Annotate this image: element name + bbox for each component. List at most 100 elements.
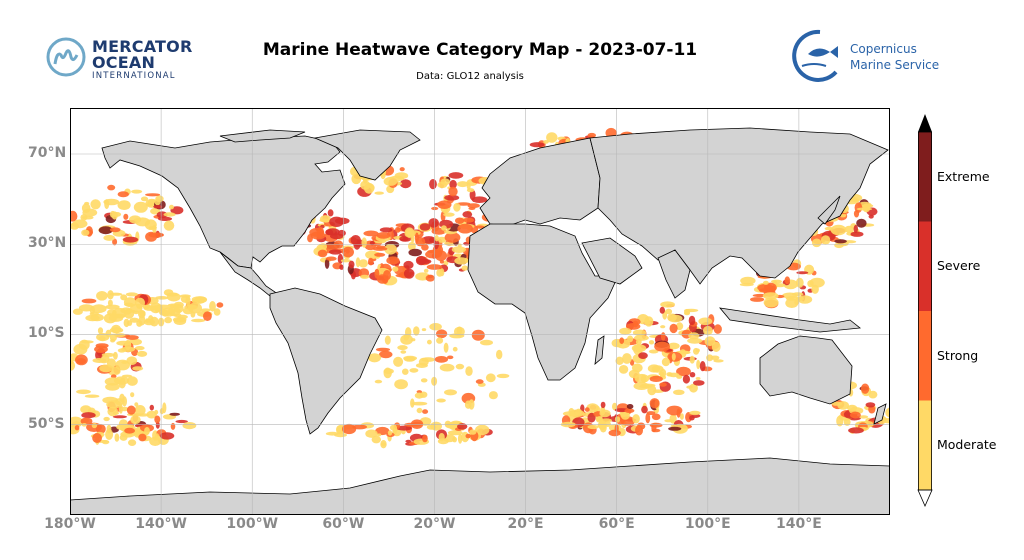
- heatwave-patch: [836, 415, 844, 427]
- heatwave-patch: [333, 240, 344, 249]
- heatwave-patch: [103, 416, 110, 422]
- heatwave-patch: [384, 244, 397, 255]
- heatwave-patch: [689, 410, 701, 416]
- heatwave-patch: [209, 301, 216, 312]
- heatwave-patch: [665, 308, 673, 315]
- heatwave-patch: [135, 346, 145, 351]
- heatwave-patch: [145, 193, 161, 197]
- heatwave-patch: [329, 249, 342, 255]
- land-japan: [817, 195, 841, 225]
- heatwave-patch: [651, 365, 664, 373]
- heatwave-patch: [651, 413, 661, 421]
- heatwave-patch: [163, 220, 175, 231]
- heatwave-patch: [191, 318, 206, 323]
- mercator-emblem-icon: [46, 37, 86, 77]
- heatwave-patch: [447, 355, 454, 360]
- heatwave-patch: [84, 394, 100, 398]
- heatwave-patch: [416, 258, 432, 265]
- heatwave-patch: [612, 402, 618, 411]
- heatwave-patch: [200, 308, 211, 312]
- land-masses: [70, 127, 890, 515]
- colorbar-label: Severe: [937, 258, 981, 274]
- land-arctic-islands: [219, 129, 306, 143]
- heatwave-patch: [431, 376, 438, 386]
- heatwave-patch: [112, 238, 118, 246]
- heatwave-patch: [374, 191, 385, 195]
- heatwave-patch: [363, 230, 379, 237]
- lon-tick-label: 140°E: [775, 516, 822, 532]
- heatwave-patch: [360, 180, 371, 190]
- map-canvas: [70, 108, 890, 515]
- heatwave-patch: [660, 325, 666, 329]
- heatwave-patch: [76, 389, 91, 395]
- lon-tick-label: 60°W: [322, 516, 365, 532]
- lon-tick-label: 100°W: [226, 516, 279, 532]
- heatwave-patch: [324, 258, 330, 269]
- heatwave-patch: [342, 246, 354, 258]
- heatwave-patch: [584, 407, 590, 412]
- heatwave-patch: [114, 333, 126, 338]
- heatwave-patch: [679, 413, 684, 420]
- heatwave-patch: [142, 304, 150, 310]
- heatwave-patch: [149, 436, 162, 446]
- heatwave-patch: [443, 260, 449, 266]
- heatwave-patch: [392, 424, 398, 435]
- heatwave-patch: [134, 405, 146, 416]
- heatwave-patch: [693, 347, 700, 355]
- heatwave-patch: [374, 379, 383, 384]
- heatwave-patch: [151, 305, 163, 311]
- heatwave-patch: [774, 283, 786, 288]
- heatwave-patch: [467, 203, 480, 209]
- heatwave-patch: [661, 357, 671, 367]
- heatwave-patch: [843, 418, 851, 426]
- heatwave-patch: [319, 243, 327, 251]
- heatwave-patch: [173, 317, 187, 325]
- heatwave-patch: [110, 374, 117, 379]
- heatwave-patch: [634, 334, 649, 341]
- heatwave-patch: [191, 296, 207, 303]
- heatwave-patch: [399, 236, 409, 242]
- heatwave-patch: [638, 352, 648, 359]
- heatwave-patch: [138, 433, 147, 442]
- colorbar-label: Strong: [937, 347, 979, 363]
- heatwave-patch: [811, 238, 822, 248]
- heatwave-patch: [834, 239, 847, 244]
- heatwave-patch: [403, 356, 416, 362]
- heatwave-patch: [614, 416, 621, 423]
- heatwave-patch: [134, 402, 139, 407]
- heatwave-patch: [488, 391, 498, 400]
- heatwave-patch: [569, 409, 585, 417]
- heatwave-patch: [104, 199, 110, 210]
- heatwave-patch: [310, 231, 326, 240]
- heatwave-patch: [98, 336, 106, 341]
- heatwave-patch: [455, 217, 465, 224]
- heatwave-patch: [119, 434, 128, 441]
- heatwave-patch: [676, 366, 691, 377]
- heatwave-patch: [379, 227, 393, 233]
- heatwave-patch: [397, 345, 408, 351]
- heatwave-patch: [438, 433, 445, 442]
- heatwave-patch: [713, 359, 724, 363]
- heatwave-patch: [659, 306, 665, 314]
- heatwave-patch: [686, 385, 693, 389]
- heatwave-patch: [647, 384, 657, 396]
- colorbar-segment: [918, 132, 932, 222]
- heatwave-patch: [659, 382, 667, 387]
- heatwave-patch: [461, 265, 469, 271]
- heatwave-patch: [414, 392, 424, 399]
- colorbar-frame: [918, 131, 932, 491]
- heatwave-patch: [695, 377, 701, 380]
- heatwave-patch: [465, 433, 471, 439]
- heatwave-patch: [651, 428, 661, 433]
- heatwave-patch: [861, 203, 874, 208]
- heatwave-patch: [664, 419, 675, 423]
- heatwave-patch: [587, 424, 599, 430]
- heatwave-patch: [170, 422, 176, 430]
- heatwave-patch: [393, 356, 404, 367]
- heatwave-patch: [115, 359, 130, 371]
- heatwave-patch: [112, 415, 127, 419]
- heatwave-patch: [698, 317, 713, 326]
- heatwave-patch: [106, 424, 112, 434]
- heatwave-patch: [149, 404, 154, 411]
- heatwave-patch: [72, 219, 88, 229]
